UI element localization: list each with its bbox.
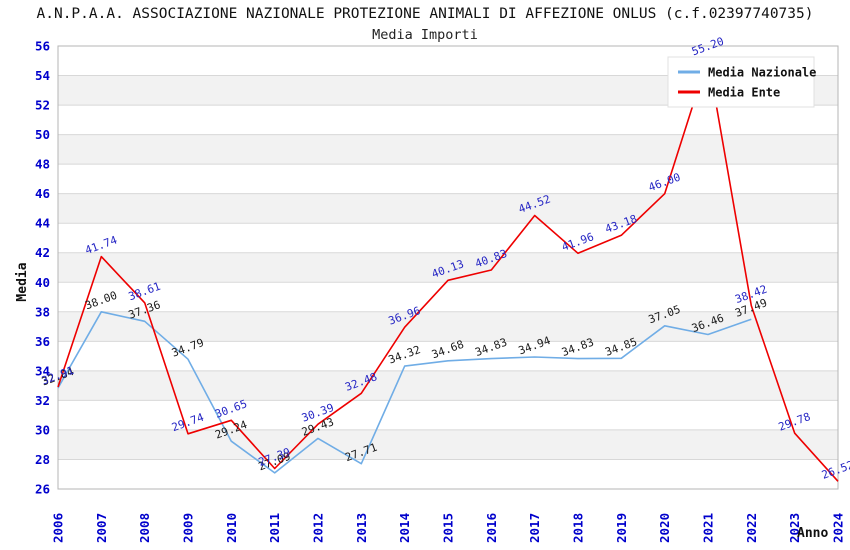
plot-border bbox=[57, 45, 839, 490]
x-tick-label: 2016 bbox=[484, 513, 499, 543]
y-tick-label: 52 bbox=[35, 98, 50, 113]
plot-band bbox=[58, 429, 838, 460]
chart-subtitle: Media Importi bbox=[372, 27, 478, 43]
y-axis-title: Media bbox=[15, 262, 30, 301]
plot-band bbox=[58, 193, 838, 224]
plot-band bbox=[58, 134, 838, 165]
y-tick-label: 54 bbox=[35, 68, 50, 83]
plot-band bbox=[58, 370, 838, 401]
plot-band bbox=[58, 341, 838, 371]
plot-band bbox=[58, 105, 838, 135]
y-tick-label: 50 bbox=[35, 127, 50, 142]
x-tick-label: 2012 bbox=[311, 513, 326, 543]
y-tick-label: 34 bbox=[35, 363, 50, 378]
y-tick-label: 26 bbox=[35, 482, 50, 497]
x-tick-label: 2008 bbox=[137, 513, 152, 543]
x-tick-label: 2024 bbox=[831, 513, 846, 543]
y-tick-label: 28 bbox=[35, 452, 50, 467]
x-axis-title: Anno bbox=[797, 526, 828, 541]
x-tick-label: 2010 bbox=[224, 513, 239, 543]
x-tick-label: 2007 bbox=[94, 513, 109, 543]
plot-band bbox=[58, 282, 838, 312]
y-tick-label: 36 bbox=[35, 334, 50, 349]
legend-label: Media Nazionale bbox=[708, 66, 816, 80]
x-tick-label: 2013 bbox=[354, 513, 369, 543]
legend-label: Media Ente bbox=[708, 86, 780, 100]
x-tick-label: 2015 bbox=[441, 513, 456, 543]
series-line-media-nazionale bbox=[57, 310, 752, 474]
x-tick-label: 2017 bbox=[527, 513, 542, 543]
x-tick-label: 2020 bbox=[657, 513, 672, 543]
chart-title: A.N.P.A.A. ASSOCIAZIONE NAZIONALE PROTEZ… bbox=[36, 6, 814, 22]
x-tick-label: 2006 bbox=[51, 513, 66, 543]
y-tick-label: 56 bbox=[35, 39, 50, 54]
legend-box bbox=[667, 56, 815, 108]
x-tick-label: 2022 bbox=[744, 513, 759, 543]
plot-band bbox=[58, 311, 838, 342]
x-tick-label: 2011 bbox=[267, 513, 282, 543]
plot-band bbox=[58, 459, 838, 489]
x-tick-label: 2009 bbox=[181, 513, 196, 543]
plot-band bbox=[58, 400, 838, 430]
y-tick-label: 30 bbox=[35, 422, 50, 437]
x-tick-label: 2014 bbox=[397, 513, 412, 543]
y-tick-label: 46 bbox=[35, 186, 50, 201]
y-tick-label: 42 bbox=[35, 245, 50, 260]
x-tick-label: 2019 bbox=[614, 513, 629, 543]
x-tick-label: 2021 bbox=[701, 513, 716, 543]
y-tick-label: 48 bbox=[35, 157, 50, 172]
y-tick-label: 44 bbox=[35, 216, 50, 231]
y-tick-label: 38 bbox=[35, 304, 50, 319]
y-tick-label: 40 bbox=[35, 275, 50, 290]
plot-band bbox=[58, 252, 838, 283]
x-tick-label: 2023 bbox=[787, 513, 802, 543]
y-tick-label: 32 bbox=[35, 393, 50, 408]
plot-band bbox=[58, 223, 838, 253]
x-tick-label: 2018 bbox=[571, 513, 586, 543]
plot-band bbox=[58, 164, 838, 194]
